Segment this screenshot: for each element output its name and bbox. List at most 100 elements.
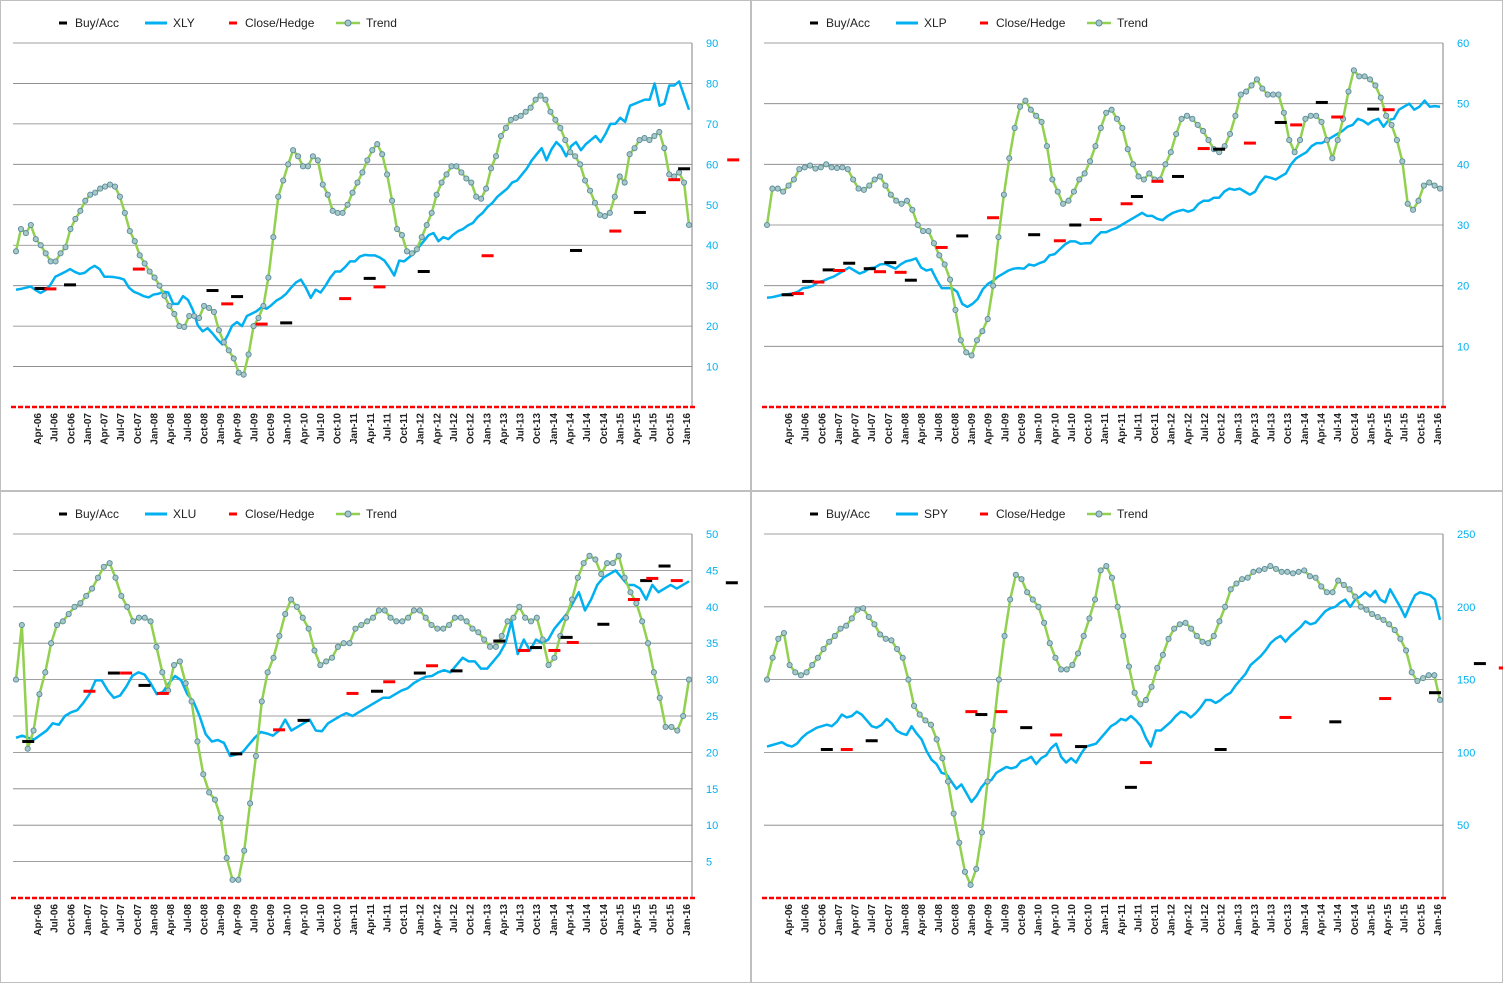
trend-point	[1408, 669, 1415, 676]
x-tick-label: Jul-11	[382, 904, 393, 933]
trend-point	[457, 614, 464, 621]
trend-point	[245, 351, 252, 358]
trend-point	[498, 632, 505, 639]
x-tick-label: Apr-11	[366, 904, 377, 936]
trend-point	[77, 207, 84, 214]
trend-point	[1200, 127, 1207, 135]
x-tick-label: Oct-10	[1084, 413, 1095, 445]
trend-point	[405, 614, 412, 621]
trend-point	[1369, 611, 1376, 618]
trend-point	[920, 228, 927, 235]
x-tick-label: Apr-12	[432, 413, 443, 445]
trend-point	[1393, 137, 1400, 144]
chart-panel-xlu: 5 10 15 20 25 30 35 40 45 50 Apr-06 Jul-06 Oct-06 Jan…	[0, 491, 751, 983]
trend-point	[609, 560, 616, 567]
trend-point	[522, 614, 529, 621]
trend-point	[547, 108, 554, 115]
x-tick-label: Jan-16	[682, 413, 693, 445]
x-tick-label: Oct-11	[399, 904, 410, 935]
x-tick-label: Jul-09	[1000, 904, 1011, 933]
trend-point	[1248, 82, 1255, 89]
trend-point	[393, 225, 401, 233]
x-tick-label: Jul-11	[382, 413, 393, 442]
y-tick-label: 100	[1457, 747, 1475, 759]
trend-point	[217, 814, 224, 821]
legend-label: Buy/Acc	[826, 16, 870, 30]
y-tick-label: 50	[706, 529, 718, 541]
x-tick-label: Jan-09	[216, 413, 227, 445]
trend-point	[159, 669, 166, 676]
trend-point	[1361, 73, 1368, 80]
trend-point	[909, 206, 916, 213]
trend-point	[1182, 619, 1189, 626]
trend-point	[1313, 112, 1320, 119]
trend-point	[1350, 67, 1357, 74]
trend-point	[12, 248, 20, 255]
trend-point	[1148, 683, 1155, 690]
trend-point	[537, 92, 544, 99]
trend-point	[567, 149, 574, 156]
x-tick-label: Apr-06	[33, 904, 44, 936]
trend-point	[1267, 562, 1274, 570]
legend-item: SPY	[896, 507, 948, 521]
trend-point	[111, 183, 119, 190]
trend-point	[200, 771, 207, 778]
trend-point	[324, 191, 331, 198]
trend-point	[47, 258, 54, 265]
trend-point	[22, 230, 29, 237]
x-tick-label: Apr-06	[784, 904, 795, 936]
x-tick-label: Jul-14	[1333, 904, 1344, 933]
x-tick-label: Jan-11	[349, 904, 360, 936]
trend-point	[451, 614, 458, 621]
legend-item: Buy/Acc	[59, 16, 119, 30]
trend-point	[97, 185, 104, 192]
trend-point	[674, 727, 681, 734]
x-tick-label: Jul-14	[582, 413, 593, 442]
trend-point	[1301, 567, 1308, 574]
trend-point	[1024, 589, 1031, 596]
trend-point	[413, 246, 420, 253]
trend-point	[1193, 632, 1200, 639]
trend-point	[1070, 188, 1077, 195]
x-tick-label: Apr-11	[1117, 413, 1128, 445]
trend-point	[963, 349, 970, 356]
trend-point	[552, 116, 559, 123]
trend-point	[147, 618, 154, 625]
trend-point	[124, 603, 131, 610]
trend-point	[990, 727, 997, 734]
trend-point	[1165, 635, 1172, 642]
x-tick-label: Jul-09	[249, 413, 260, 442]
trend-point	[1436, 696, 1444, 704]
x-tick-label: Apr-08	[166, 413, 177, 445]
trend-point	[916, 711, 923, 718]
trend-point	[775, 635, 782, 642]
x-tick-label: Apr-15	[1383, 904, 1394, 936]
y-tick-label: 5	[706, 857, 712, 869]
trend-point	[785, 182, 792, 189]
trend-point	[848, 615, 855, 622]
trend-point	[973, 337, 981, 344]
trend-point	[1291, 149, 1298, 156]
trend-point	[1086, 615, 1093, 622]
trend-point	[463, 175, 470, 182]
x-tick-label: Apr-12	[1183, 904, 1194, 936]
trend-point	[36, 691, 43, 698]
trend-point	[1352, 593, 1359, 600]
trend-point	[656, 128, 663, 136]
trend-point	[545, 661, 552, 669]
trend-point	[860, 186, 867, 193]
trend-point	[616, 173, 623, 180]
x-tick-label: Jul-07	[116, 904, 127, 933]
trend-point	[285, 161, 292, 168]
x-tick-label: Jul-15	[1400, 413, 1411, 442]
trend-point	[1130, 161, 1137, 168]
x-tick-label: Apr-15	[1383, 413, 1394, 445]
trend-point	[944, 778, 952, 785]
trend-point	[71, 603, 78, 610]
trend-point	[1410, 206, 1417, 213]
trend-point	[206, 789, 213, 796]
legend-item: Close/Hedge	[980, 507, 1066, 521]
trend-point	[797, 672, 804, 679]
x-tick-label: Apr-12	[432, 904, 443, 936]
trend-point	[92, 189, 99, 196]
